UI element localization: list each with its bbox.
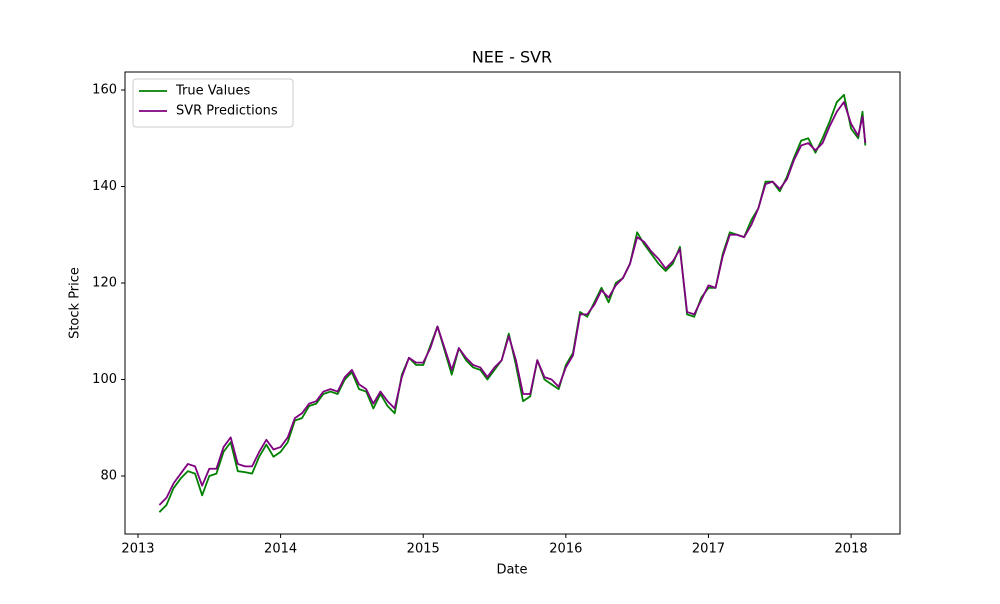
x-axis-label: Date [496, 563, 527, 578]
legend-box [132, 78, 294, 128]
x-tick-label: 2013 [121, 542, 154, 557]
y-axis-label: Stock Price [68, 267, 83, 339]
chart-title: NEE - SVR [472, 48, 552, 67]
legend-label: True Values [175, 84, 250, 99]
x-tick-label: 2016 [549, 542, 582, 557]
y-tick-label: 160 [92, 82, 117, 97]
series-line [158, 93, 867, 513]
series-line [158, 101, 867, 506]
y-tick-label: 120 [92, 276, 117, 291]
x-tick-label: 2015 [407, 542, 440, 557]
y-tick-label: 80 [100, 469, 117, 484]
y-tick-label: 100 [92, 372, 117, 387]
x-tick-label: 2017 [692, 542, 725, 557]
x-tick-label: 2014 [264, 542, 297, 557]
x-tick-label: 2018 [835, 542, 868, 557]
plot-frame [124, 71, 901, 535]
legend-label: SVR Predictions [176, 104, 278, 119]
y-tick-label: 140 [92, 179, 117, 194]
